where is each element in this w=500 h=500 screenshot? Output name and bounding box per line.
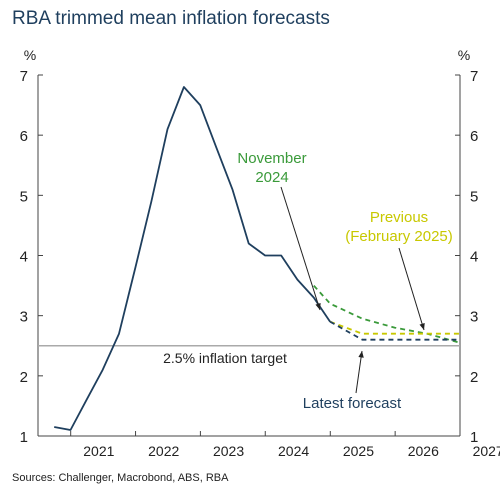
y-axis-unit-left: %: [24, 47, 36, 63]
series-group: [54, 86, 461, 431]
y-tick-label-right: 4: [470, 249, 478, 266]
x-tick-label: 2022: [148, 443, 179, 459]
y-tick-label-right: 5: [470, 188, 478, 205]
axes: 1 1 2 2 3 3 4 4 5 5 6 6 7 7% % 2021 2022 2023 2024 2025 2026…: [20, 47, 500, 459]
source-note: Sources: Challenger, Macrobond, ABS, RBA: [12, 472, 229, 484]
annotation-previous-arrow-line: [398, 247, 425, 331]
y-tick-label-left: 1: [20, 429, 28, 446]
y-tick-label-right: 6: [470, 128, 478, 145]
y-tick-label-left: 7: [20, 68, 28, 85]
x-tick-label: 2025: [343, 443, 374, 459]
x-tick-label: 2026: [408, 443, 439, 459]
annotation-previous-line-0: Previous: [370, 209, 428, 226]
annotation-group: November 2024 Previous (February 2025) Lates…: [237, 150, 452, 412]
y-tick-label-right: 7: [470, 68, 478, 85]
annotation-latest-arrow-line: [355, 350, 363, 394]
target-line-group: 2.5% inflation target: [38, 345, 460, 366]
y-tick-label-left: 2: [20, 369, 28, 386]
target-label: 2.5% inflation target: [163, 350, 287, 366]
y-tick-label-left: 5: [20, 188, 28, 205]
y-tick-label-right: 2: [470, 369, 478, 386]
series-line-3: [329, 320, 460, 341]
annotation-previous-line-1: (February 2025): [345, 228, 453, 245]
annotation-november-arrow-line: [280, 186, 321, 311]
x-tick-label: 2027: [473, 443, 500, 459]
series-line-0: [54, 86, 331, 431]
annotation-november-line-1: 2024: [255, 169, 288, 186]
y-tick-label-left: 4: [20, 249, 28, 266]
y-axis-unit-right: %: [458, 47, 470, 63]
x-tick-label: 2024: [278, 443, 309, 459]
x-tick-label: 2023: [213, 443, 244, 459]
annotation-previous-arrow-head: [419, 323, 425, 330]
y-tick-label-right: 3: [470, 309, 478, 326]
y-tick-label-left: 3: [20, 309, 28, 326]
x-tick-label: 2021: [83, 443, 114, 459]
annotation-latest-line-0: Latest forecast: [303, 395, 402, 412]
annotation-november-line-0: November: [237, 150, 306, 167]
y-tick-label-left: 6: [20, 128, 28, 145]
series-line-1: [313, 284, 461, 344]
series-line-2: [329, 320, 460, 335]
annotation-latest-arrow-head: [358, 351, 364, 358]
chart-title: RBA trimmed mean inflation forecasts: [12, 8, 330, 29]
annotation-november-arrow-head: [315, 303, 321, 310]
y-tick-label-right: 1: [470, 429, 478, 446]
